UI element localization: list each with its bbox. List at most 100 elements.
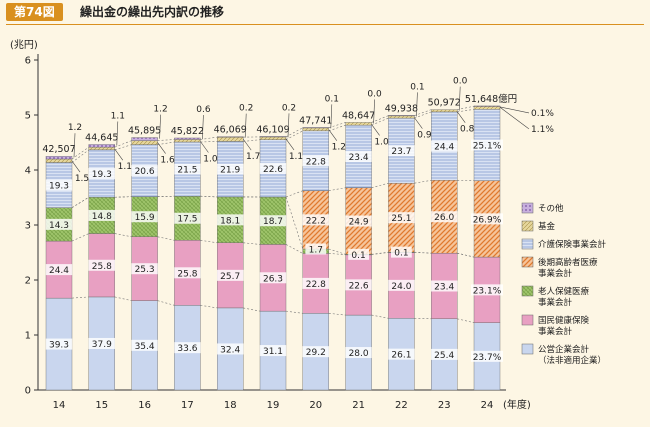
total-label: 46,109 <box>256 124 289 135</box>
data-label-sonota: 0.1 <box>410 82 424 92</box>
connector-line <box>71 149 89 163</box>
data-label-rojin: 17.5 <box>177 215 197 225</box>
data-labels: 39.3 24.4 14.3 19.3 37.9 25.8 14.8 19.3 35.4 25.3… <box>42 77 554 363</box>
connector-line <box>200 240 218 244</box>
data-label-bg <box>131 339 158 351</box>
connector-line <box>371 115 389 123</box>
legend-label-rojin: 事業会計 <box>538 297 573 308</box>
data-label-kaigo: 19.3 <box>49 182 69 192</box>
data-label-kouei: 29.2 <box>306 348 326 358</box>
connector-line <box>243 307 261 312</box>
total-label: 42,507 <box>42 144 75 155</box>
data-label-sonota: 0.1 <box>325 94 339 104</box>
leader-line <box>373 99 375 124</box>
data-label-sonota: 1.1 <box>111 111 125 121</box>
x-unit-label: (年度) <box>503 398 531 411</box>
data-label-kikin: 1.7 <box>246 152 260 162</box>
legend-label-kikin: 基金 <box>538 221 556 232</box>
bar-segment-sonota <box>174 137 201 140</box>
data-label-kikin: 1.1 <box>118 162 132 172</box>
data-label-rojin: 1.7 <box>309 245 323 255</box>
connector-line <box>328 122 346 128</box>
connector-line <box>457 109 475 113</box>
connector-line <box>328 313 346 316</box>
data-label-sonota: 0.0 <box>453 77 468 87</box>
data-label-bg <box>431 211 458 223</box>
data-label-bg <box>302 155 329 167</box>
data-label-bg <box>345 150 372 162</box>
connector-line <box>371 182 389 189</box>
connector-line <box>71 146 89 160</box>
leader-line <box>456 111 466 123</box>
connector-line <box>285 190 303 198</box>
data-label-rojin: 18.7 <box>263 217 283 227</box>
bar-segment-kikin <box>431 109 458 113</box>
connector-line <box>157 300 175 306</box>
data-label-bg <box>217 269 244 281</box>
y-tick-label: 5 <box>25 111 31 122</box>
data-label-kouei: 33.6 <box>177 344 197 354</box>
bar-segment-sonota <box>259 136 287 138</box>
connector-line <box>200 141 218 143</box>
data-label-kaigo: 22.8 <box>306 157 326 167</box>
total-label: 45,822 <box>171 126 204 137</box>
bar-segment-kikin <box>45 158 73 163</box>
y-tick-label: 3 <box>25 221 31 232</box>
bar-segment-sonota <box>302 127 329 129</box>
data-label-kouei: 23.7% <box>473 353 502 363</box>
connector-line <box>200 195 218 198</box>
data-label-kaigo: 20.6 <box>135 167 155 177</box>
data-label-kikin: 1.5 <box>75 174 89 184</box>
data-label-rojin: 0.1 <box>394 249 408 259</box>
data-label-kouki: 22.2 <box>306 216 326 226</box>
data-label-bg <box>217 214 244 226</box>
connector-line <box>285 130 303 140</box>
leader-line <box>458 86 461 111</box>
legend-swatch-kaigo <box>521 238 534 250</box>
bar-segment-sonota <box>473 105 501 107</box>
bar-segment-sonota <box>216 136 244 138</box>
data-label-bg <box>217 343 244 355</box>
data-label-bg <box>345 279 372 291</box>
leader-line <box>202 114 204 139</box>
bar-segment-kikin <box>131 140 158 145</box>
data-label-kaigo: 24.4 <box>434 143 454 153</box>
data-label-sonota: 0.2 <box>239 104 253 114</box>
data-label-kouei: 31.1 <box>263 347 283 357</box>
data-label-bg <box>45 218 73 230</box>
connector-line <box>285 196 304 250</box>
data-label-bg <box>259 215 287 227</box>
data-label-kokuho: 22.8 <box>306 280 326 290</box>
y-tick-label: 4 <box>25 166 31 177</box>
leader-line <box>244 113 247 138</box>
leader-line <box>159 114 161 139</box>
data-label-kokuho: 23.4 <box>434 282 454 292</box>
bar-segment-sonota <box>45 156 73 160</box>
connector-line <box>328 248 346 255</box>
x-tick-label: 24 <box>481 400 494 411</box>
data-label-bg <box>174 212 201 224</box>
data-label-bg <box>217 163 244 175</box>
connector-line <box>414 180 432 184</box>
header: 第74図 繰出金の繰出先内訳の推移 <box>0 0 650 25</box>
connector-line <box>243 139 261 142</box>
data-label-kokuho: 25.8 <box>177 269 197 279</box>
connector-line <box>457 318 475 323</box>
data-label-sonota: 0.1% <box>531 109 554 119</box>
leader-line <box>499 106 530 114</box>
x-tick-label: 22 <box>395 400 408 411</box>
data-label-kokuho: 25.8 <box>92 262 112 272</box>
data-label-bg <box>431 348 458 360</box>
data-label-kikin: 1.2 <box>332 143 346 153</box>
data-label-kaigo: 21.9 <box>220 166 240 176</box>
leader-line <box>414 117 423 129</box>
data-label-sonota: 0.2 <box>282 103 296 113</box>
x-tick-label: 14 <box>53 400 66 411</box>
data-label-bg <box>391 246 412 258</box>
total-label: 46,069 <box>214 125 247 136</box>
total-label: 48,647 <box>342 110 375 121</box>
data-label-bg <box>388 279 415 291</box>
data-label-bg <box>174 342 201 354</box>
total-label: 49,938 <box>385 103 418 114</box>
